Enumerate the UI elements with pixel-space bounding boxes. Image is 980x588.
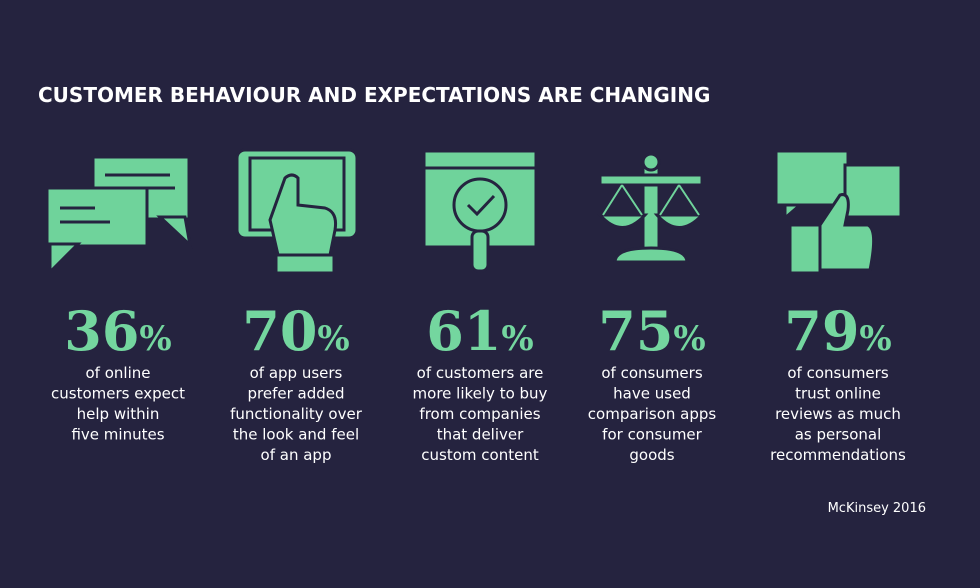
stat-description: of app users	[250, 364, 343, 382]
stat-unit: %	[139, 319, 171, 359]
stat-unit: %	[317, 319, 349, 359]
scale-icon	[596, 152, 706, 264]
stat-value: 70	[242, 299, 317, 363]
stat-description: the look and feel	[233, 426, 359, 444]
stat-description: custom content	[421, 446, 539, 464]
stat-description: functionality over	[230, 405, 363, 423]
stat-description: more likely to buy	[413, 385, 548, 403]
stat-description: comparison apps	[588, 405, 717, 423]
stat-value: 61	[426, 299, 501, 363]
stat-number: 75%	[598, 299, 705, 363]
stat-number: 70%	[242, 299, 349, 363]
stat-description: for consumer	[602, 426, 702, 444]
stat-number: 61%	[426, 299, 533, 363]
stat-number: 79%	[784, 299, 891, 363]
stat-description: of consumers	[787, 364, 888, 382]
stat-description: reviews as much	[775, 405, 901, 423]
source: McKinsey 2016	[828, 501, 926, 516]
stat-description: of consumers	[601, 364, 702, 382]
title: CUSTOMER BEHAVIOUR AND EXPECTATIONS ARE …	[38, 83, 710, 107]
stat-description: recommendations	[770, 446, 906, 464]
stat-description: from companies	[419, 405, 540, 423]
stat-description: trust online	[795, 385, 881, 403]
review-icon	[774, 149, 903, 275]
tablet-icon	[235, 148, 359, 275]
stat-description: prefer added	[247, 385, 344, 403]
content-icon	[422, 149, 538, 273]
chat-icon	[45, 155, 193, 276]
stat-description: have used	[613, 385, 691, 403]
stat-unit: %	[501, 319, 533, 359]
stat-description: that deliver	[437, 426, 524, 444]
stat-description: as personal	[795, 426, 882, 444]
stat-description: of customers are	[417, 364, 544, 382]
stat-description: customers expect	[51, 385, 185, 403]
stat-description: of an app	[261, 446, 332, 464]
stat-unit: %	[859, 319, 891, 359]
stat-value: 75	[598, 299, 673, 363]
stat-description: goods	[629, 446, 674, 464]
stat-value: 79	[784, 299, 859, 363]
stat-number: 36%	[64, 299, 171, 363]
stat-unit: %	[673, 319, 705, 359]
stat-description: help within	[77, 405, 160, 423]
stat-description: five minutes	[71, 426, 164, 444]
stat-description: of online	[86, 364, 151, 382]
stat-value: 36	[64, 299, 139, 363]
